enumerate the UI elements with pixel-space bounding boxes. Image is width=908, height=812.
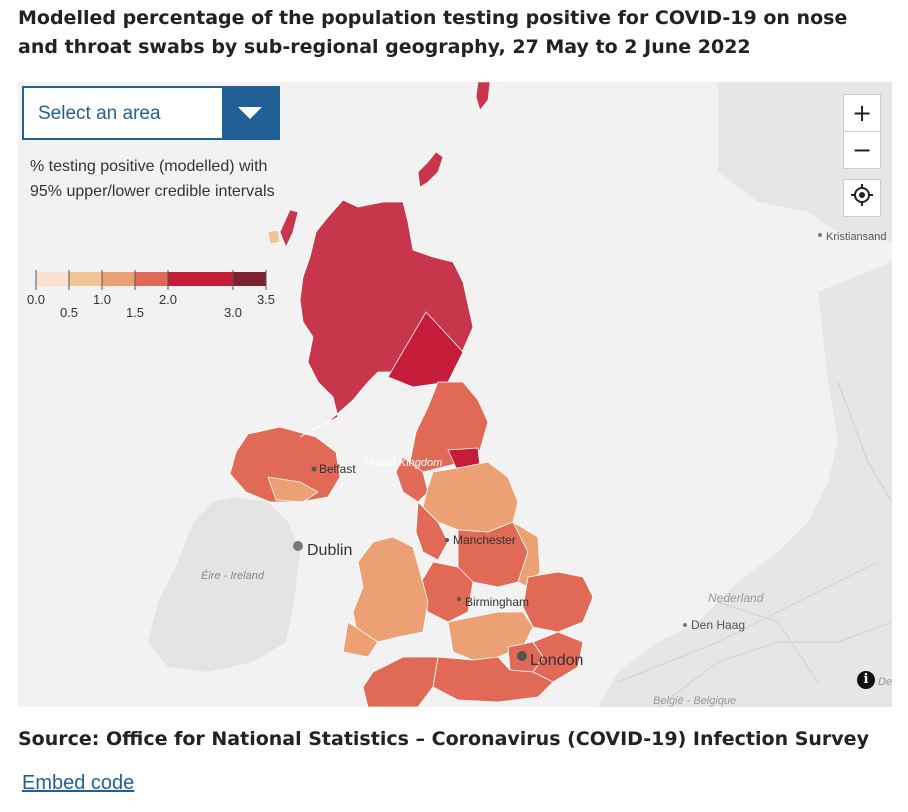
belfast-marker — [311, 466, 317, 472]
region-shetland[interactable] — [475, 82, 491, 111]
embed-code-link[interactable]: Embed code — [22, 772, 135, 794]
region-isle[interactable] — [267, 229, 281, 245]
map-area[interactable]: Belfast Glasgow United Kingdom Mancheste… — [18, 82, 892, 707]
nederland-label: Nederland — [708, 591, 764, 605]
manchester-label: Manchester — [453, 533, 516, 547]
continent-roads — [617, 381, 892, 707]
legend-scale: 0.0 0.5 1.0 1.5 2.0 3.0 3.5 — [27, 270, 275, 320]
deu-label: Deu — [878, 676, 892, 688]
legend-swatch — [233, 272, 266, 286]
legend-swatch — [102, 272, 135, 286]
region-north-west[interactable] — [415, 501, 449, 561]
legend-swatch — [36, 272, 69, 286]
london-marker — [517, 651, 527, 661]
den-haag-label: Den Haag — [691, 618, 745, 632]
chart-title: Modelled percentage of the population te… — [18, 7, 848, 58]
legend-label-5: 3.0 — [224, 305, 242, 320]
ireland-label: Éire - Ireland — [201, 569, 265, 582]
source-text: Source: Office for National Statistics –… — [18, 728, 869, 750]
zoom-in-button[interactable]: + — [843, 94, 881, 132]
region-kent[interactable] — [532, 631, 584, 683]
legend-swatch — [135, 272, 168, 286]
region-east-anglia[interactable] — [522, 571, 594, 633]
region-south-wales[interactable] — [342, 621, 379, 658]
birmingham-label: Birmingham — [465, 595, 529, 609]
glasgow-label: Glasgow — [378, 383, 425, 397]
birmingham-marker — [457, 597, 461, 601]
map-svg: Belfast Glasgow United Kingdom Mancheste… — [18, 82, 892, 707]
region-orkney[interactable] — [417, 151, 444, 188]
region-wales[interactable] — [352, 536, 429, 643]
legend-label-4: 2.0 — [159, 292, 177, 307]
den-haag-marker — [683, 623, 687, 627]
area-select-label: Select an area — [38, 103, 161, 124]
london-label: London — [530, 652, 583, 669]
chevron-down-icon[interactable] — [222, 88, 278, 138]
region-scotland-central[interactable] — [387, 311, 464, 388]
belfast-label: Belfast — [319, 462, 356, 476]
legend-label-0: 0.0 — [27, 292, 45, 307]
kristiansand-marker — [818, 233, 822, 237]
region-western-isles[interactable] — [279, 209, 299, 248]
dublin-marker — [293, 541, 303, 551]
legend-label-1: 0.5 — [60, 305, 78, 320]
kristiansand-label: Kristiansand — [826, 231, 887, 243]
legend-swatch — [69, 272, 102, 286]
continent-land — [598, 262, 892, 707]
legend-label-6: 3.5 — [257, 292, 275, 307]
region-south-west[interactable] — [362, 656, 439, 707]
zoom-out-button[interactable]: − — [843, 131, 881, 169]
locate-button[interactable] — [843, 179, 881, 217]
info-icon[interactable]: i — [857, 671, 875, 689]
uk-label: United Kingdom — [364, 457, 442, 469]
locate-icon — [851, 184, 873, 212]
ireland-land — [148, 497, 300, 672]
legend-swatch — [168, 272, 233, 286]
dublin-label: Dublin — [307, 542, 352, 559]
legend-label-3: 1.5 — [126, 305, 144, 320]
region-south-east[interactable] — [432, 656, 554, 703]
area-select[interactable]: Select an area — [22, 86, 280, 140]
region-ni-south[interactable] — [267, 476, 319, 503]
legend-description: % testing positive (modelled) with 95% u… — [30, 158, 275, 200]
legend-label-2: 1.0 — [93, 292, 111, 307]
belgie-label: België - Belgique — [653, 695, 736, 707]
manchester-marker — [445, 538, 449, 542]
region-northern-ireland[interactable] — [229, 426, 341, 503]
